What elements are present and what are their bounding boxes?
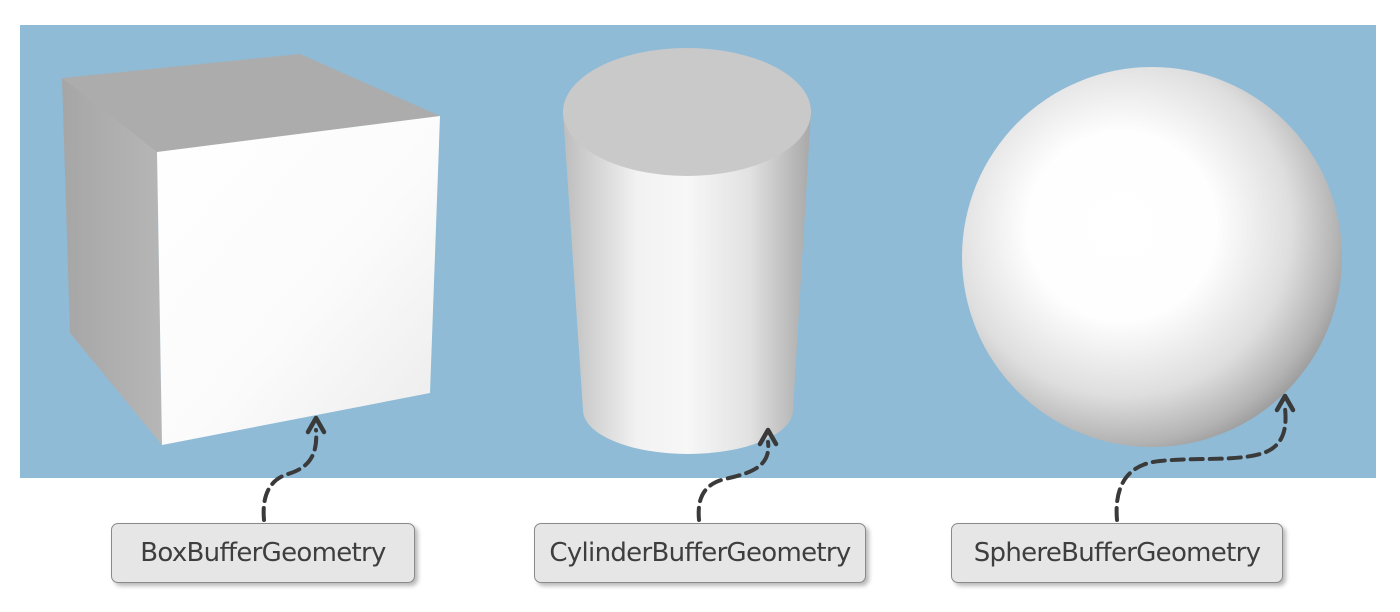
box-geometry-label: BoxBufferGeometry [111,523,415,583]
sphere-arrow-line [1114,406,1288,522]
cylinder-top-cap [563,48,811,176]
sphere-geometry-label: SphereBufferGeometry [951,523,1283,583]
box-arrow-line [261,428,319,522]
box-arrow-head [305,415,327,435]
sphere-geometry [962,67,1342,447]
box-geometry [62,54,440,445]
cylinder-geometry [563,48,811,454]
cylinder-arrow-line [696,440,771,522]
cylinder-body [563,112,811,454]
cylinder-geometry-label: CylinderBufferGeometry [534,523,866,583]
box-top-face [62,54,440,152]
sphere-arrow-head [1274,393,1296,413]
box-front-face [157,116,440,445]
box-left-face [62,78,162,445]
cylinder-arrow-head [757,427,779,447]
